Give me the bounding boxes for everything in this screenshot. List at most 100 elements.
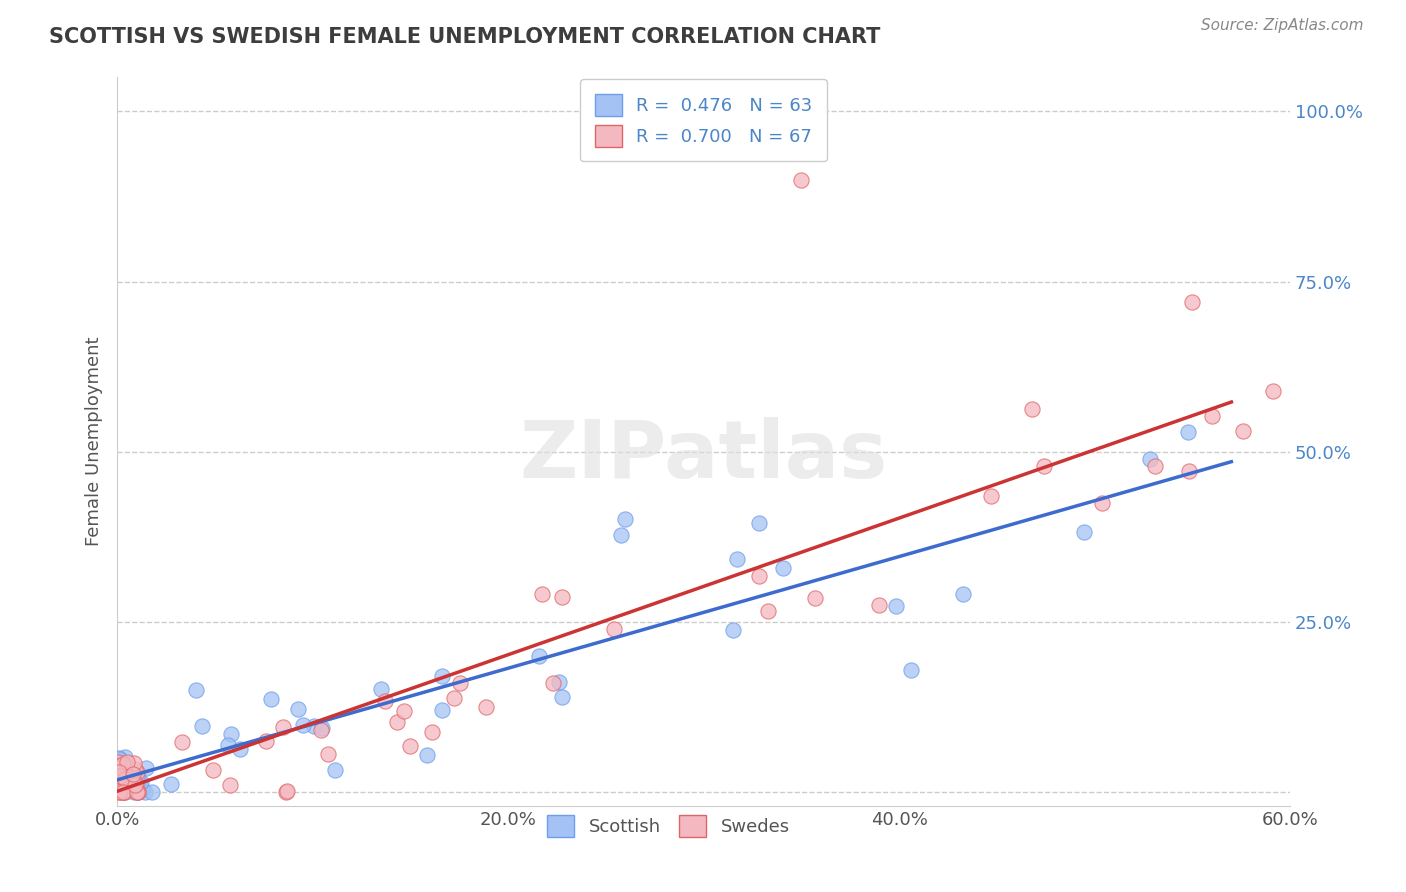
Point: [218, 778, 240, 792]
Point: [790, 172, 813, 186]
Point: [110, 775, 132, 789]
Point: [1201, 409, 1223, 424]
Point: [370, 682, 392, 697]
Point: [115, 759, 138, 773]
Point: [474, 699, 496, 714]
Point: [114, 769, 136, 783]
Point: [114, 750, 136, 764]
Point: [125, 777, 148, 791]
Point: [610, 528, 633, 542]
Point: [219, 727, 242, 741]
Point: [254, 734, 277, 748]
Point: [129, 775, 152, 789]
Point: [127, 769, 149, 783]
Point: [868, 598, 890, 612]
Point: [110, 775, 132, 789]
Point: [127, 785, 149, 799]
Point: [1144, 459, 1167, 474]
Point: [111, 767, 134, 781]
Point: [110, 770, 132, 784]
Point: [124, 778, 146, 792]
Point: [114, 772, 136, 787]
Point: [1021, 401, 1043, 416]
Point: [112, 785, 135, 799]
Point: [530, 587, 553, 601]
Point: [311, 721, 333, 735]
Point: [117, 762, 139, 776]
Point: [1139, 451, 1161, 466]
Point: [184, 682, 207, 697]
Point: [772, 561, 794, 575]
Point: [107, 751, 129, 765]
Point: [110, 784, 132, 798]
Point: [117, 756, 139, 770]
Point: [394, 704, 416, 718]
Point: [159, 777, 181, 791]
Point: [110, 785, 132, 799]
Point: [127, 785, 149, 799]
Point: [287, 701, 309, 715]
Text: Source: ZipAtlas.com: Source: ZipAtlas.com: [1201, 18, 1364, 33]
Point: [804, 591, 827, 605]
Point: [122, 785, 145, 799]
Point: [107, 758, 129, 772]
Point: [141, 785, 163, 799]
Point: [304, 719, 326, 733]
Point: [952, 586, 974, 600]
Point: [117, 780, 139, 794]
Point: [271, 720, 294, 734]
Point: [260, 692, 283, 706]
Point: [374, 694, 396, 708]
Point: [107, 755, 129, 769]
Point: [117, 782, 139, 797]
Point: [229, 742, 252, 756]
Point: [541, 675, 564, 690]
Point: [748, 569, 770, 583]
Point: [551, 591, 574, 605]
Point: [292, 718, 315, 732]
Point: [420, 725, 443, 739]
Point: [613, 512, 636, 526]
Point: [131, 781, 153, 796]
Point: [114, 770, 136, 784]
Point: [309, 723, 332, 737]
Point: [111, 780, 134, 795]
Point: [603, 622, 626, 636]
Point: [125, 785, 148, 799]
Point: [191, 719, 214, 733]
Point: [1263, 384, 1285, 399]
Point: [201, 763, 224, 777]
Point: [108, 785, 131, 799]
Point: [1033, 458, 1056, 473]
Point: [135, 761, 157, 775]
Point: [900, 664, 922, 678]
Point: [127, 785, 149, 799]
Point: [112, 764, 135, 778]
Point: [723, 624, 745, 638]
Point: [980, 489, 1002, 503]
Point: [430, 668, 453, 682]
Point: [547, 675, 569, 690]
Point: [111, 785, 134, 799]
Point: [134, 785, 156, 799]
Point: [115, 782, 138, 797]
Point: [430, 703, 453, 717]
Point: [108, 781, 131, 796]
Point: [122, 756, 145, 770]
Point: [107, 755, 129, 769]
Point: [884, 599, 907, 614]
Point: [124, 778, 146, 792]
Point: [108, 752, 131, 766]
Point: [1177, 425, 1199, 439]
Point: [399, 739, 422, 754]
Point: [1178, 464, 1201, 478]
Legend: Scottish, Swedes: Scottish, Swedes: [540, 807, 797, 844]
Point: [107, 781, 129, 796]
Point: [748, 516, 770, 530]
Point: [1181, 295, 1204, 310]
Point: [1091, 496, 1114, 510]
Point: [127, 764, 149, 779]
Point: [276, 784, 298, 798]
Point: [112, 782, 135, 797]
Point: [111, 781, 134, 796]
